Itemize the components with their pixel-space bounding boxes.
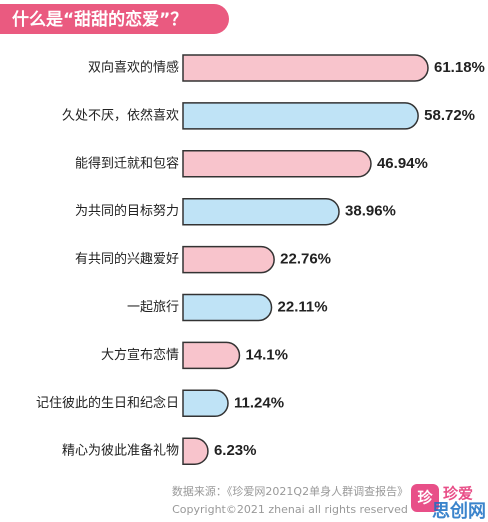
- logo-icon: 珍: [417, 489, 433, 507]
- bar: [182, 54, 429, 82]
- category-label: 能得到迁就和包容: [75, 155, 179, 171]
- category-label: 记住彼此的生日和纪念日: [36, 395, 179, 411]
- value-label: 14.1%: [245, 346, 288, 363]
- value-label: 38.96%: [345, 203, 396, 220]
- bar: [182, 150, 372, 178]
- bar: [182, 293, 273, 322]
- value-label: 11.24%: [234, 394, 284, 411]
- category-label: 为共同的目标努力: [75, 203, 179, 219]
- category-label: 一起旅行: [127, 300, 179, 315]
- value-label: 58.72%: [424, 107, 475, 124]
- bar: [182, 341, 241, 370]
- category-label: 久处不厌，依然喜欢: [62, 107, 179, 123]
- bar: [182, 102, 419, 130]
- bar: [182, 389, 229, 418]
- source: 数据来源：《珍爱网2021Q2单身人群调查报告》: [172, 484, 408, 498]
- bar: [182, 245, 275, 274]
- value-label: 22.76%: [280, 251, 331, 268]
- watermark: 思创网: [432, 500, 486, 522]
- category-label: 双向喜欢的情感: [88, 60, 179, 76]
- chart-title: 什么是“甜甜的恋爱”？: [12, 9, 187, 30]
- value-label: 6.23%: [214, 442, 257, 459]
- category-label: 有共同的兴趣爱好: [75, 251, 179, 267]
- value-label: 61.18%: [434, 59, 485, 76]
- title-banner: [0, 4, 229, 34]
- logo-icon-box: [411, 484, 439, 512]
- value-label: 22.11%: [278, 298, 328, 315]
- category-label: 精心为彼此准备礼物: [62, 443, 179, 459]
- logo-text: 珍爱: [443, 485, 473, 503]
- copyright: Copyright©2021 zhenai all rights reserve…: [172, 503, 408, 516]
- bar: [182, 437, 209, 465]
- value-label: 46.94%: [377, 155, 428, 172]
- bar: [182, 197, 340, 226]
- category-label: 大方宣布恋情: [101, 347, 179, 363]
